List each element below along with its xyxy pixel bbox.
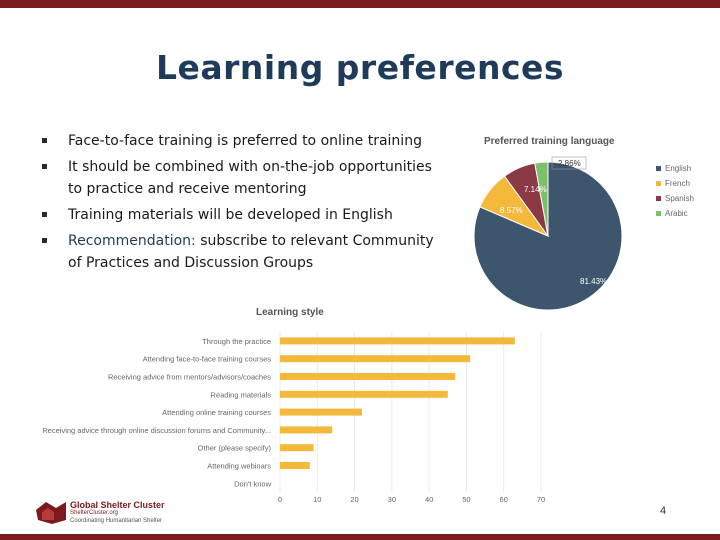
- bar-2: [280, 373, 456, 380]
- bullet-square-icon: [42, 238, 47, 243]
- bar-category-label: Receiving advice from mentors/advisors/c…: [108, 373, 271, 382]
- legend-swatch-english: [656, 166, 661, 171]
- bullet-square-icon: [42, 212, 47, 217]
- bar-5: [280, 426, 333, 434]
- bar-6: [280, 444, 314, 452]
- bar-category-label: Don't know: [234, 479, 271, 488]
- global-shelter-cluster-logo-icon: [36, 502, 66, 524]
- bar-x-tick-label: 60: [500, 495, 508, 504]
- legend-swatch-spanish: [656, 196, 661, 201]
- bar-x-tick-label: 40: [425, 495, 433, 504]
- top-accent-bar: [0, 0, 720, 8]
- pie-slice-label-french: 8.57%: [500, 206, 523, 215]
- footer-org-site: ShelterCluster.org: [70, 510, 119, 516]
- bar-category-label: Reading materials: [211, 390, 272, 399]
- bar-x-tick-label: 20: [350, 495, 358, 504]
- bar-7: [280, 462, 310, 469]
- pie-callout-box: [551, 156, 587, 170]
- bar-x-tick-label: 70: [537, 495, 545, 504]
- bottom-accent-bar: [0, 534, 720, 540]
- bar-chart-title: Learning style: [256, 307, 324, 318]
- pie-slice-label-spanish: 7.14%: [524, 185, 547, 194]
- bar-x-tick-label: 50: [462, 495, 470, 504]
- bar-x-tick-label: 10: [313, 495, 321, 504]
- bar-category-label: Attending face-to-face training courses: [143, 355, 272, 364]
- bar-3: [280, 390, 448, 398]
- slide-title: Learning preferences: [155, 48, 565, 87]
- footer-org-name: Global Shelter Cluster: [70, 500, 165, 510]
- footer-org-tagline: Coordinating Humanitarian Shelter: [70, 518, 163, 524]
- bullet-item: It should be combined with on-the-job op…: [40, 156, 450, 200]
- bullet-square-icon: [42, 164, 47, 169]
- pie-chart: Preferred training language 81.43% 8.57% 7…: [473, 136, 694, 311]
- bar-x-tick-label: 30: [388, 495, 396, 504]
- legend-label-english: English: [665, 164, 691, 173]
- bar-x-tick-label: 0: [278, 495, 282, 504]
- pie-slice-label-arabic: 2.86%: [558, 159, 581, 168]
- bar-category-label: Attending webinars: [207, 462, 271, 471]
- bullet-square-icon: [42, 138, 47, 143]
- pie-slice-arabic: [534, 161, 549, 237]
- page-number: 4: [660, 505, 667, 517]
- legend-label-spanish: Spanish: [665, 194, 694, 203]
- recommendation-label: Recommendation:: [68, 233, 196, 249]
- bullet-item: Face-to-face training is preferred to on…: [40, 130, 450, 152]
- bar-1: [280, 355, 471, 363]
- bullet-item: Training materials will be developed in …: [40, 204, 450, 226]
- bullet-item-recommendation: Recommendation: subscribe to relevant Co…: [40, 230, 450, 274]
- pie-chart-title: Preferred training language: [484, 136, 615, 147]
- pie-slice-label-english: 81.43%: [580, 277, 607, 286]
- bar-category-label: Receiving advice through online discussi…: [42, 426, 271, 435]
- bar-category-label: Through the practice: [202, 337, 271, 346]
- bar-4: [280, 408, 363, 416]
- legend-label-arabic: Arabic: [665, 209, 688, 218]
- recommendation-text: subscribe to relevant Community of Pract…: [68, 233, 434, 271]
- bar-chart: Learning style Through the practice Atten…: [42, 307, 545, 504]
- legend-swatch-arabic: [656, 211, 661, 216]
- legend-label-french: French: [665, 179, 690, 188]
- bullet-list: Face-to-face training is preferred to on…: [40, 130, 450, 278]
- bar-category-label: Attending online training courses: [162, 408, 271, 417]
- bar-category-label: Other (please specify): [198, 444, 272, 453]
- legend-swatch-french: [656, 181, 661, 186]
- bar-0: [280, 337, 515, 345]
- pie-slice-english: [473, 161, 623, 311]
